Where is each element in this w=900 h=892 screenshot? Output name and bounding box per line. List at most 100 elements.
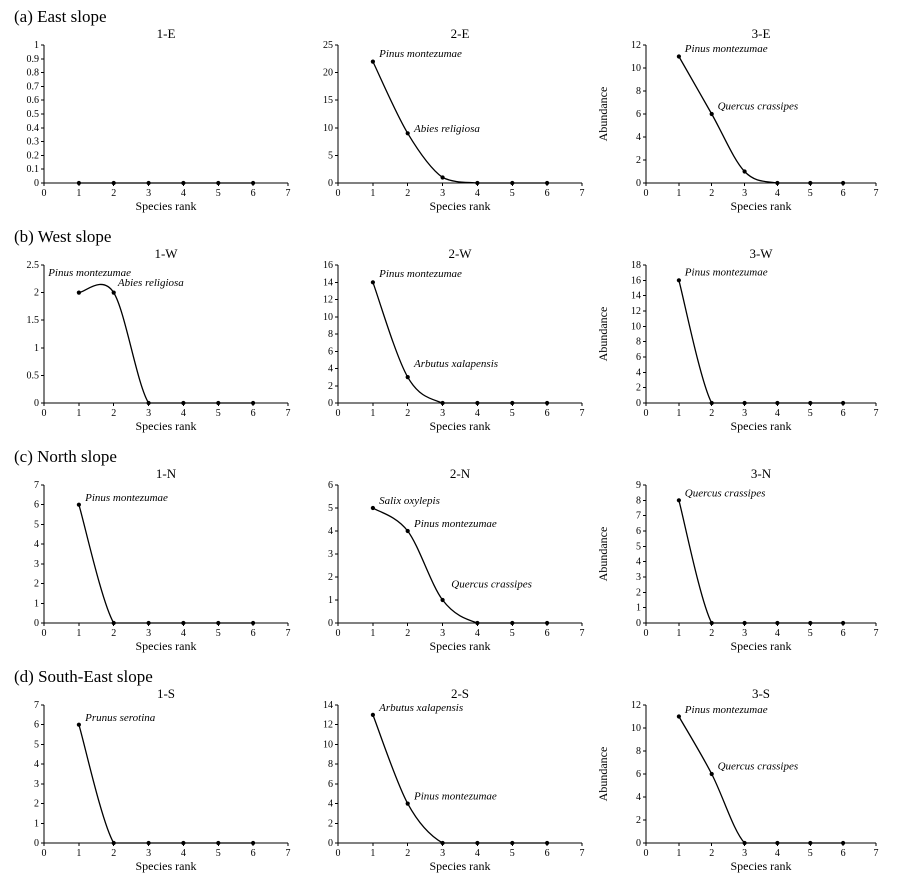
data-point (742, 169, 747, 174)
x-tick-label: 4 (475, 848, 480, 859)
data-point (440, 597, 445, 603)
x-tick-label: 7 (286, 188, 291, 199)
x-axis-label: Species rank (430, 419, 491, 433)
x-tick-label: 3 (440, 628, 445, 639)
data-point (808, 840, 813, 846)
section-east-row: 1-E 0 1 2 3 4 5 6 7 0 0.1 0.2 0.3 0.4 0.5 0.6 0.7 0.8 0.9 1… (8, 26, 900, 224)
data-point (251, 620, 256, 626)
x-tick-label: 3 (742, 848, 747, 859)
section-west-slope: (b) West slope 1-W 0 1 2 3 4 5 6 7 0 0.5 1 1.5 2 2.5 Sp… (8, 227, 900, 444)
species-annotation: Prunus serotina (84, 712, 156, 724)
x-tick-label: 5 (216, 408, 221, 419)
x-tick-label: 6 (545, 188, 550, 199)
species-annotation: Pinus montezumae (47, 267, 131, 279)
x-tick-label: 7 (286, 408, 291, 419)
data-point (841, 620, 846, 626)
chart-title: 3-E (752, 27, 771, 41)
data-curve (372, 714, 548, 844)
x-tick-label: 3 (146, 188, 151, 199)
x-tick-label: 3 (742, 408, 747, 419)
section-east-slope: (a) East slope 1-E 0 1 2 3 4 5 6 7 0 0.1 0.2 0.3 0.4 0… (8, 7, 900, 224)
species-annotation: Quercus crassipes (685, 488, 766, 500)
y-tick-label: 10 (323, 123, 333, 134)
x-axis-label: Species rank (136, 419, 197, 433)
y-tick-label: 2 (34, 799, 39, 810)
y-tick-label: 2 (34, 288, 39, 299)
data-point (405, 801, 410, 806)
data-point (405, 131, 410, 136)
species-annotation: Quercus crassipes (451, 578, 532, 590)
y-tick-label: 4 (34, 759, 39, 770)
data-curve (372, 282, 548, 404)
y-tick-label: 4 (636, 792, 641, 803)
y-tick-label: 0.5 (27, 370, 40, 381)
y-tick-label: 8 (636, 337, 641, 348)
data-point (841, 840, 846, 846)
data-point (676, 54, 681, 59)
y-tick-label: 0.1 (27, 164, 40, 175)
x-axis-label: Species rank (731, 419, 792, 433)
y-tick-label: 7 (34, 700, 39, 711)
y-tick-label: 4 (636, 557, 641, 568)
data-point (76, 180, 81, 186)
x-tick-label: 6 (841, 628, 846, 639)
chart-2-N: 2-N 0 1 2 3 4 5 6 7 0 1 2 3 4 5 6 Species rank Salix oxyl… (302, 466, 596, 664)
x-tick-label: 5 (216, 628, 221, 639)
data-point (251, 180, 256, 186)
y-tick-label: 4 (328, 526, 333, 537)
chart-1-N: 1-N 0 1 2 3 4 5 6 7 0 1 2 3 4 5 6 7 Species rank Pinus mon… (8, 466, 302, 664)
x-tick-label: 5 (808, 188, 813, 199)
y-tick-label: 2 (34, 579, 39, 590)
y-tick-label: 1.5 (27, 315, 40, 326)
y-tick-label: 12 (323, 295, 333, 306)
data-point (475, 620, 480, 626)
y-tick-label: 6 (636, 109, 641, 120)
data-point (405, 528, 410, 534)
x-tick-label: 7 (874, 188, 879, 199)
data-point (841, 400, 846, 406)
x-tick-label: 5 (510, 628, 515, 639)
y-tick-label: 5 (34, 519, 39, 530)
y-tick-label: 5 (328, 503, 333, 514)
y-tick-label: 4 (34, 539, 39, 550)
y-tick-label: 16 (323, 260, 333, 271)
x-axis-label: Species rank (430, 639, 491, 653)
data-point (709, 400, 714, 406)
data-curve (372, 61, 548, 184)
y-tick-label: 10 (323, 312, 333, 323)
chart-title: 1-W (154, 247, 178, 261)
section-east-label: (a) East slope (14, 7, 107, 26)
x-axis-label: Species rank (430, 199, 491, 213)
data-curve (78, 283, 254, 404)
data-curve (678, 280, 844, 404)
species-annotation: Pinus montezumae (684, 43, 768, 55)
x-tick-label: 6 (841, 188, 846, 199)
data-curve (678, 56, 844, 184)
x-tick-label: 4 (775, 848, 780, 859)
chart-2-S: 2-S 0 1 2 3 4 5 6 7 0 2 4 6 8 10 12 14 Species rank Arbutu… (302, 686, 596, 884)
y-tick-label: 4 (328, 364, 333, 375)
species-annotation: Quercus crassipes (718, 760, 799, 772)
y-tick-label: 0.6 (27, 95, 40, 106)
data-point (111, 620, 116, 626)
data-point (676, 278, 681, 283)
y-tick-label: 3 (636, 572, 641, 583)
data-point (775, 620, 780, 626)
y-tick-label: 1 (34, 343, 39, 354)
y-axis-label: Abundance (596, 307, 610, 362)
x-tick-label: 0 (336, 408, 341, 419)
data-point (709, 771, 714, 777)
data-curve (78, 724, 254, 844)
y-tick-label: 8 (636, 86, 641, 97)
data-point (111, 290, 116, 295)
y-tick-label: 12 (631, 306, 641, 317)
data-point (742, 620, 747, 626)
data-curve (78, 504, 254, 624)
chart-title: 1-E (157, 27, 176, 41)
y-tick-label: 12 (631, 40, 641, 51)
section-southeast-slope: (d) South-East slope 1-S 0 1 2 3 4 5 6 7 0 1 2 3 4 5 6 7… (8, 667, 900, 884)
x-tick-label: 5 (510, 188, 515, 199)
y-axis-label: Abundance (596, 527, 610, 582)
